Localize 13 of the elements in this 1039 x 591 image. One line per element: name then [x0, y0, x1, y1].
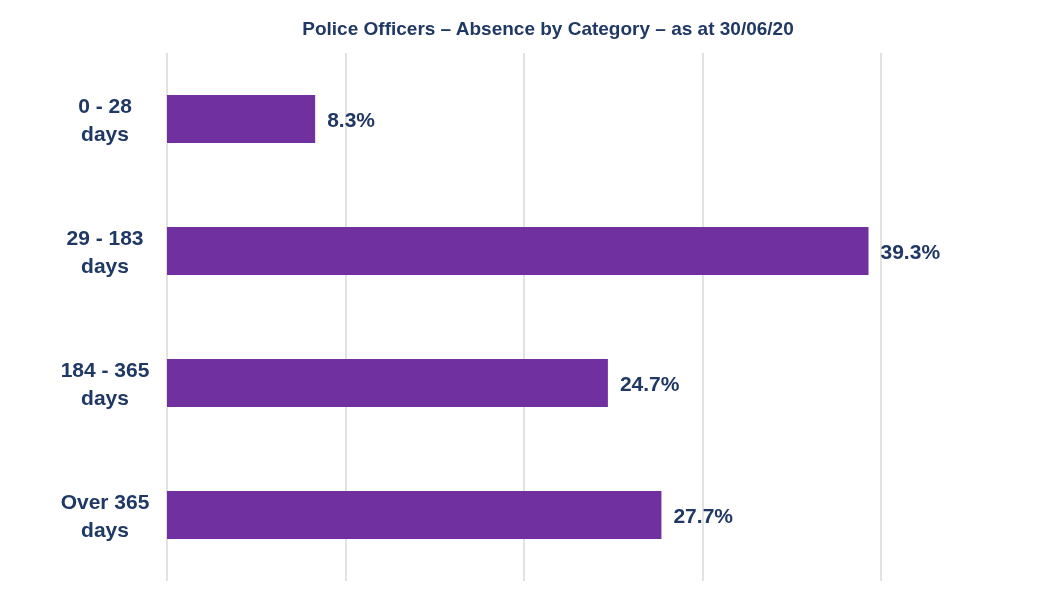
data-label: 24.7%: [619, 371, 680, 395]
data-label: 27.7%: [673, 503, 734, 527]
data-label: 39.3%: [880, 239, 941, 263]
y-tick-label: 184 - 365 days: [60, 357, 150, 409]
y-tick-label: Over 365 days: [60, 489, 150, 541]
y-tick-label: 0 - 28 days: [78, 93, 133, 145]
data-label: 8.3%: [327, 107, 376, 131]
bar: [167, 227, 869, 275]
bar: [167, 95, 316, 143]
bar: [167, 359, 608, 407]
y-tick-label: 29 - 183 days: [66, 225, 144, 277]
chart-title: Police Officers – Absence by Category – as at 30/06/20: [302, 18, 794, 39]
bar: [167, 491, 662, 539]
